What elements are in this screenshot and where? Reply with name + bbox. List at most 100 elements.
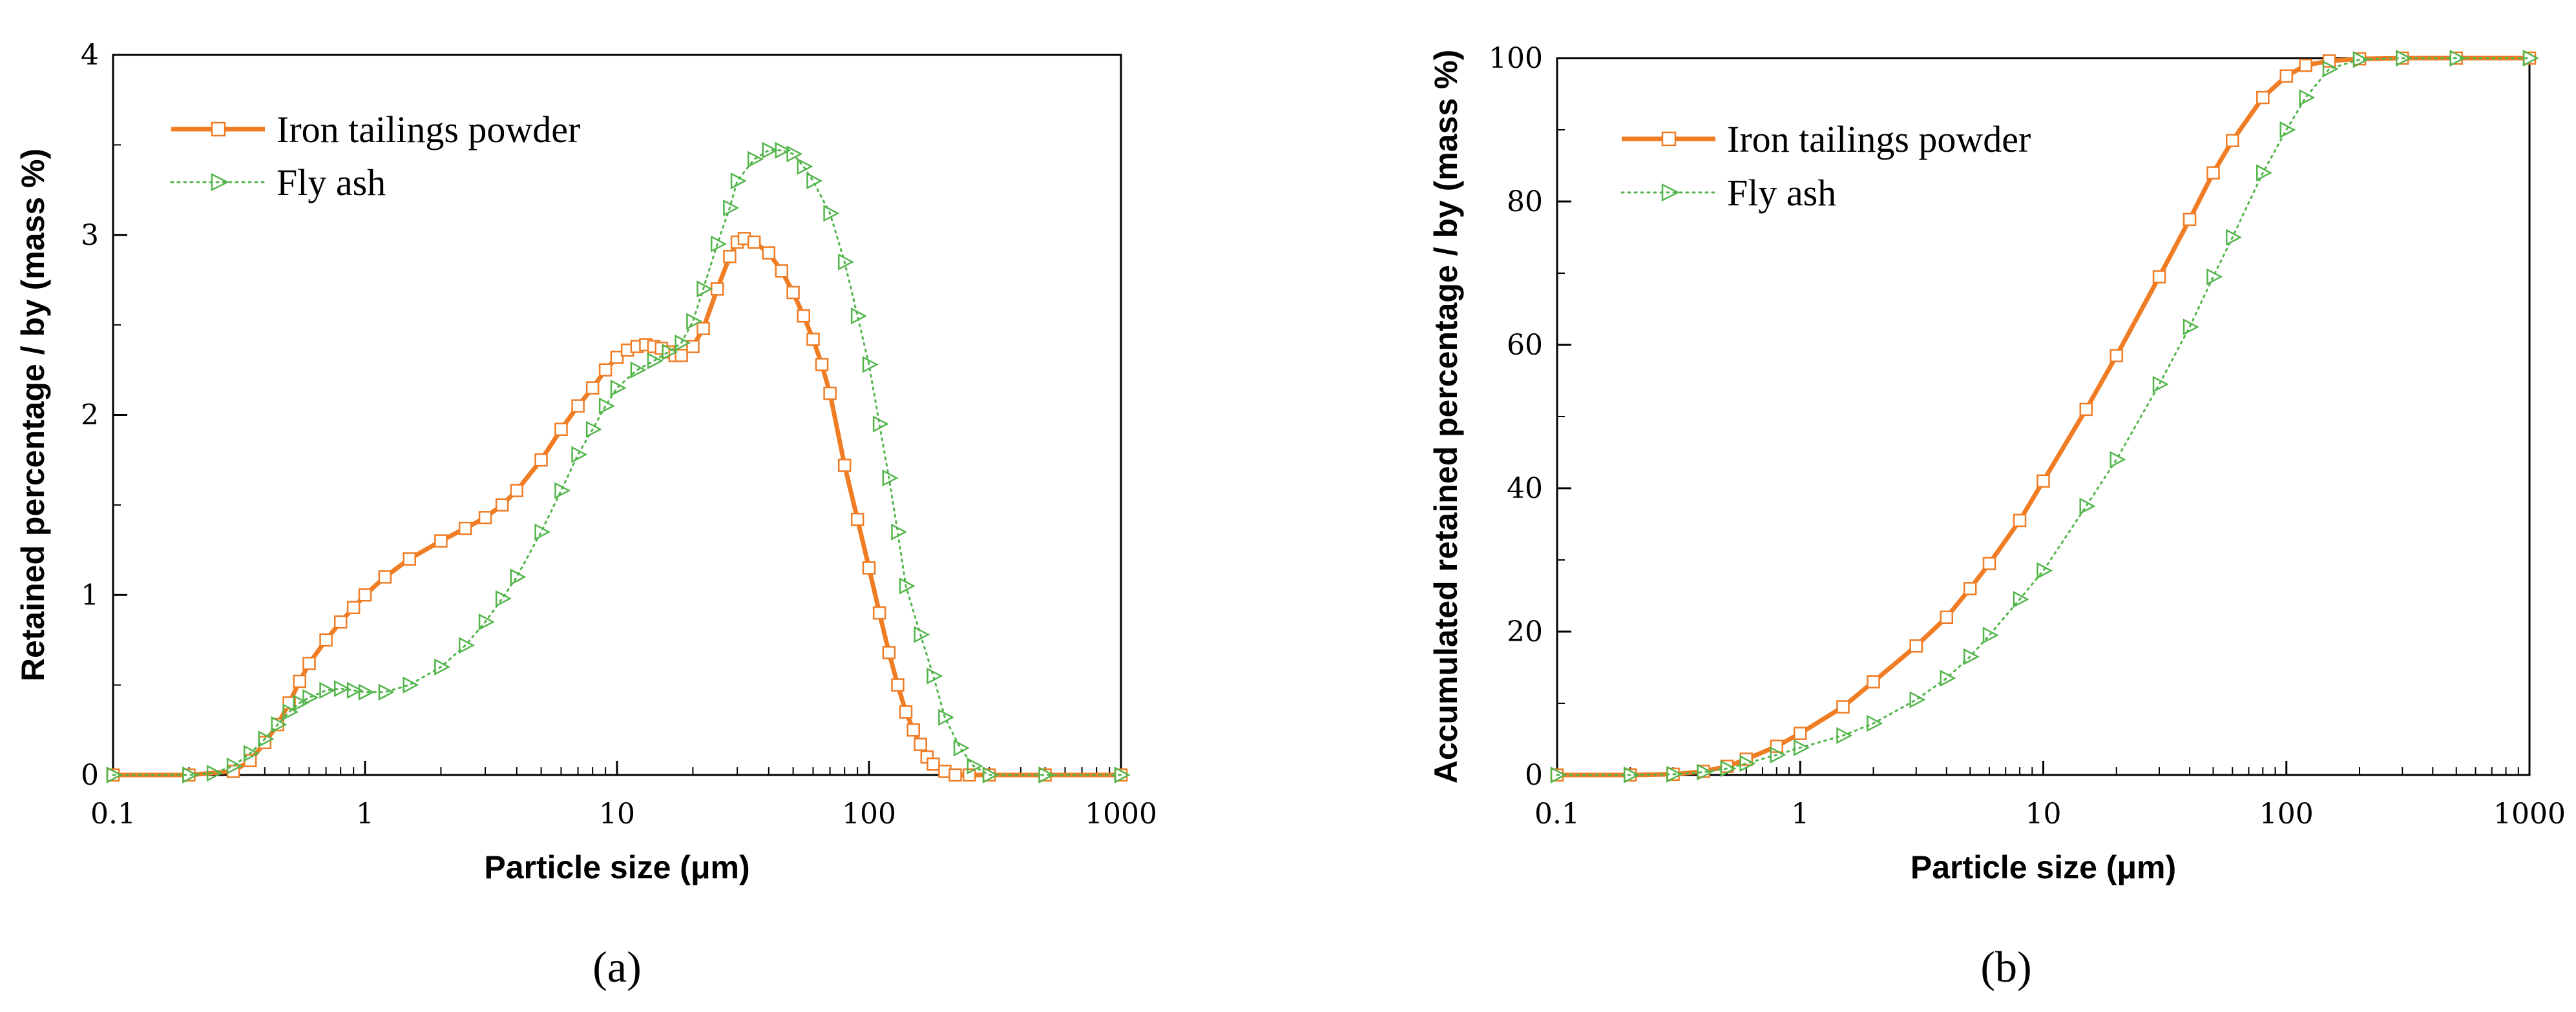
data-point-fly-ash — [495, 590, 512, 607]
data-point-iron-tailings — [403, 552, 416, 566]
data-point-fly-ash — [302, 689, 319, 707]
y-axis-title: Accumulated retained percentage / by (ma… — [1428, 50, 1464, 783]
series-line-fly-ash — [112, 149, 1122, 776]
data-point-iron-tailings — [2279, 69, 2293, 83]
y-tick-label: 2 — [81, 399, 99, 432]
panel-label: (b) — [1980, 942, 2031, 991]
data-point-fly-ash — [319, 681, 336, 699]
data-point-iron-tailings — [598, 363, 613, 377]
x-tick-label: 0.1 — [90, 798, 136, 831]
data-point-fly-ash — [938, 708, 955, 726]
data-point-fly-ash — [226, 757, 243, 775]
data-point-fly-ash — [891, 523, 908, 541]
data-point-fly-ash — [333, 680, 350, 697]
data-point-iron-tailings — [927, 758, 940, 771]
data-point-fly-ash — [293, 694, 309, 712]
data-point-fly-ash — [1720, 759, 1737, 778]
data-point-iron-tailings — [797, 309, 810, 323]
y-tick-label: 4 — [81, 39, 99, 72]
data-point-fly-ash — [1794, 739, 1810, 756]
data-point-iron-tailings — [434, 534, 448, 548]
data-point-iron-tailings — [823, 386, 837, 400]
data-point-iron-tailings — [2152, 270, 2166, 284]
data-point-fly-ash — [1770, 746, 1786, 763]
data-point-iron-tailings — [686, 340, 700, 353]
data-point-fly-ash — [2079, 497, 2096, 515]
data-point-fly-ash — [2322, 60, 2339, 77]
data-point-fly-ash — [585, 420, 602, 438]
data-point-fly-ash — [647, 352, 664, 369]
data-point-fly-ash — [2279, 121, 2296, 139]
legend-label: Fly ash — [277, 161, 386, 203]
data-point-iron-tailings — [775, 264, 789, 278]
data-point-fly-ash — [2396, 49, 2412, 67]
data-point-fly-ash — [2152, 375, 2169, 393]
data-point-fly-ash — [927, 667, 943, 685]
x-tick-label: 0.1 — [1534, 798, 1580, 831]
data-point-fly-ash — [899, 577, 916, 595]
data-point-fly-ash — [2256, 164, 2272, 181]
data-point-fly-ash — [106, 766, 123, 784]
data-point-iron-tailings — [1940, 610, 1954, 625]
data-point-iron-tailings — [554, 422, 568, 437]
data-point-iron-tailings — [696, 322, 710, 335]
legend-label: Iron tailings powder — [1727, 118, 2031, 160]
data-point-fly-ash — [850, 307, 867, 325]
data-point-iron-tailings — [2037, 474, 2050, 488]
data-point-fly-ash — [1624, 766, 1640, 784]
data-point-iron-tailings — [1963, 582, 1977, 595]
data-point-iron-tailings — [1909, 639, 1923, 653]
data-point-fly-ash — [982, 766, 999, 784]
data-point-iron-tailings — [723, 249, 737, 263]
data-point-fly-ash — [571, 446, 588, 463]
panel-a: 0.1 1 10 100 1000 0 1 2 3 4 Particle size (μm) Reta… — [15, 39, 1157, 991]
x-axis-title: Particle size (μm) — [484, 849, 749, 885]
data-point-fly-ash — [797, 158, 813, 175]
y-tick-label: 0 — [1525, 759, 1543, 792]
data-point-fly-ash — [282, 703, 299, 721]
legend-label: Iron tailings powder — [277, 108, 580, 150]
data-point-iron-tailings — [534, 453, 548, 467]
data-point-iron-tailings — [302, 656, 316, 670]
data-point-fly-ash — [534, 523, 551, 541]
data-point-iron-tailings — [495, 498, 509, 512]
legend-marker-iron-tailings — [1661, 131, 1677, 147]
data-point-iron-tailings — [710, 282, 724, 296]
y-tick-label: 20 — [1507, 615, 1543, 648]
data-point-iron-tailings — [1794, 727, 1807, 740]
data-point-iron-tailings — [906, 723, 920, 737]
y-tick-label: 80 — [1507, 185, 1543, 218]
data-point-fly-ash — [882, 469, 899, 487]
x-tick-label: 1000 — [2493, 798, 2566, 831]
data-point-fly-ash — [2206, 268, 2223, 285]
legend-marker-fly-ash — [211, 172, 229, 192]
data-point-fly-ash — [747, 150, 764, 168]
series-line-iron-tailings — [113, 236, 1121, 778]
y-tick-label: 0 — [81, 759, 99, 792]
data-point-fly-ash — [953, 739, 970, 757]
data-point-iron-tailings — [786, 285, 800, 300]
data-point-fly-ash — [806, 172, 823, 190]
data-point-fly-ash — [723, 199, 740, 217]
data-point-fly-ash — [1909, 691, 1926, 708]
data-point-fly-ash — [1867, 715, 1883, 732]
data-point-fly-ash — [1666, 765, 1683, 783]
data-point-iron-tailings — [358, 588, 372, 602]
legend-marker-iron-tailings — [211, 121, 226, 137]
data-point-fly-ash — [862, 356, 879, 373]
data-point-iron-tailings — [2183, 212, 2197, 226]
data-point-iron-tailings — [458, 521, 472, 535]
data-point-fly-ash — [967, 757, 983, 775]
data-point-fly-ash — [1836, 727, 1853, 745]
data-point-iron-tailings — [293, 674, 306, 688]
y-tick-label: 3 — [81, 219, 99, 252]
data-point-iron-tailings — [806, 333, 820, 346]
data-point-iron-tailings — [346, 601, 361, 615]
data-point-fly-ash — [1697, 763, 1713, 781]
panel-label: (a) — [592, 942, 641, 991]
data-point-fly-ash — [458, 637, 475, 654]
y-tick-label: 1 — [81, 579, 99, 612]
data-point-fly-ash — [434, 658, 451, 676]
data-point-fly-ash — [696, 280, 713, 298]
data-point-fly-ash — [775, 141, 791, 159]
